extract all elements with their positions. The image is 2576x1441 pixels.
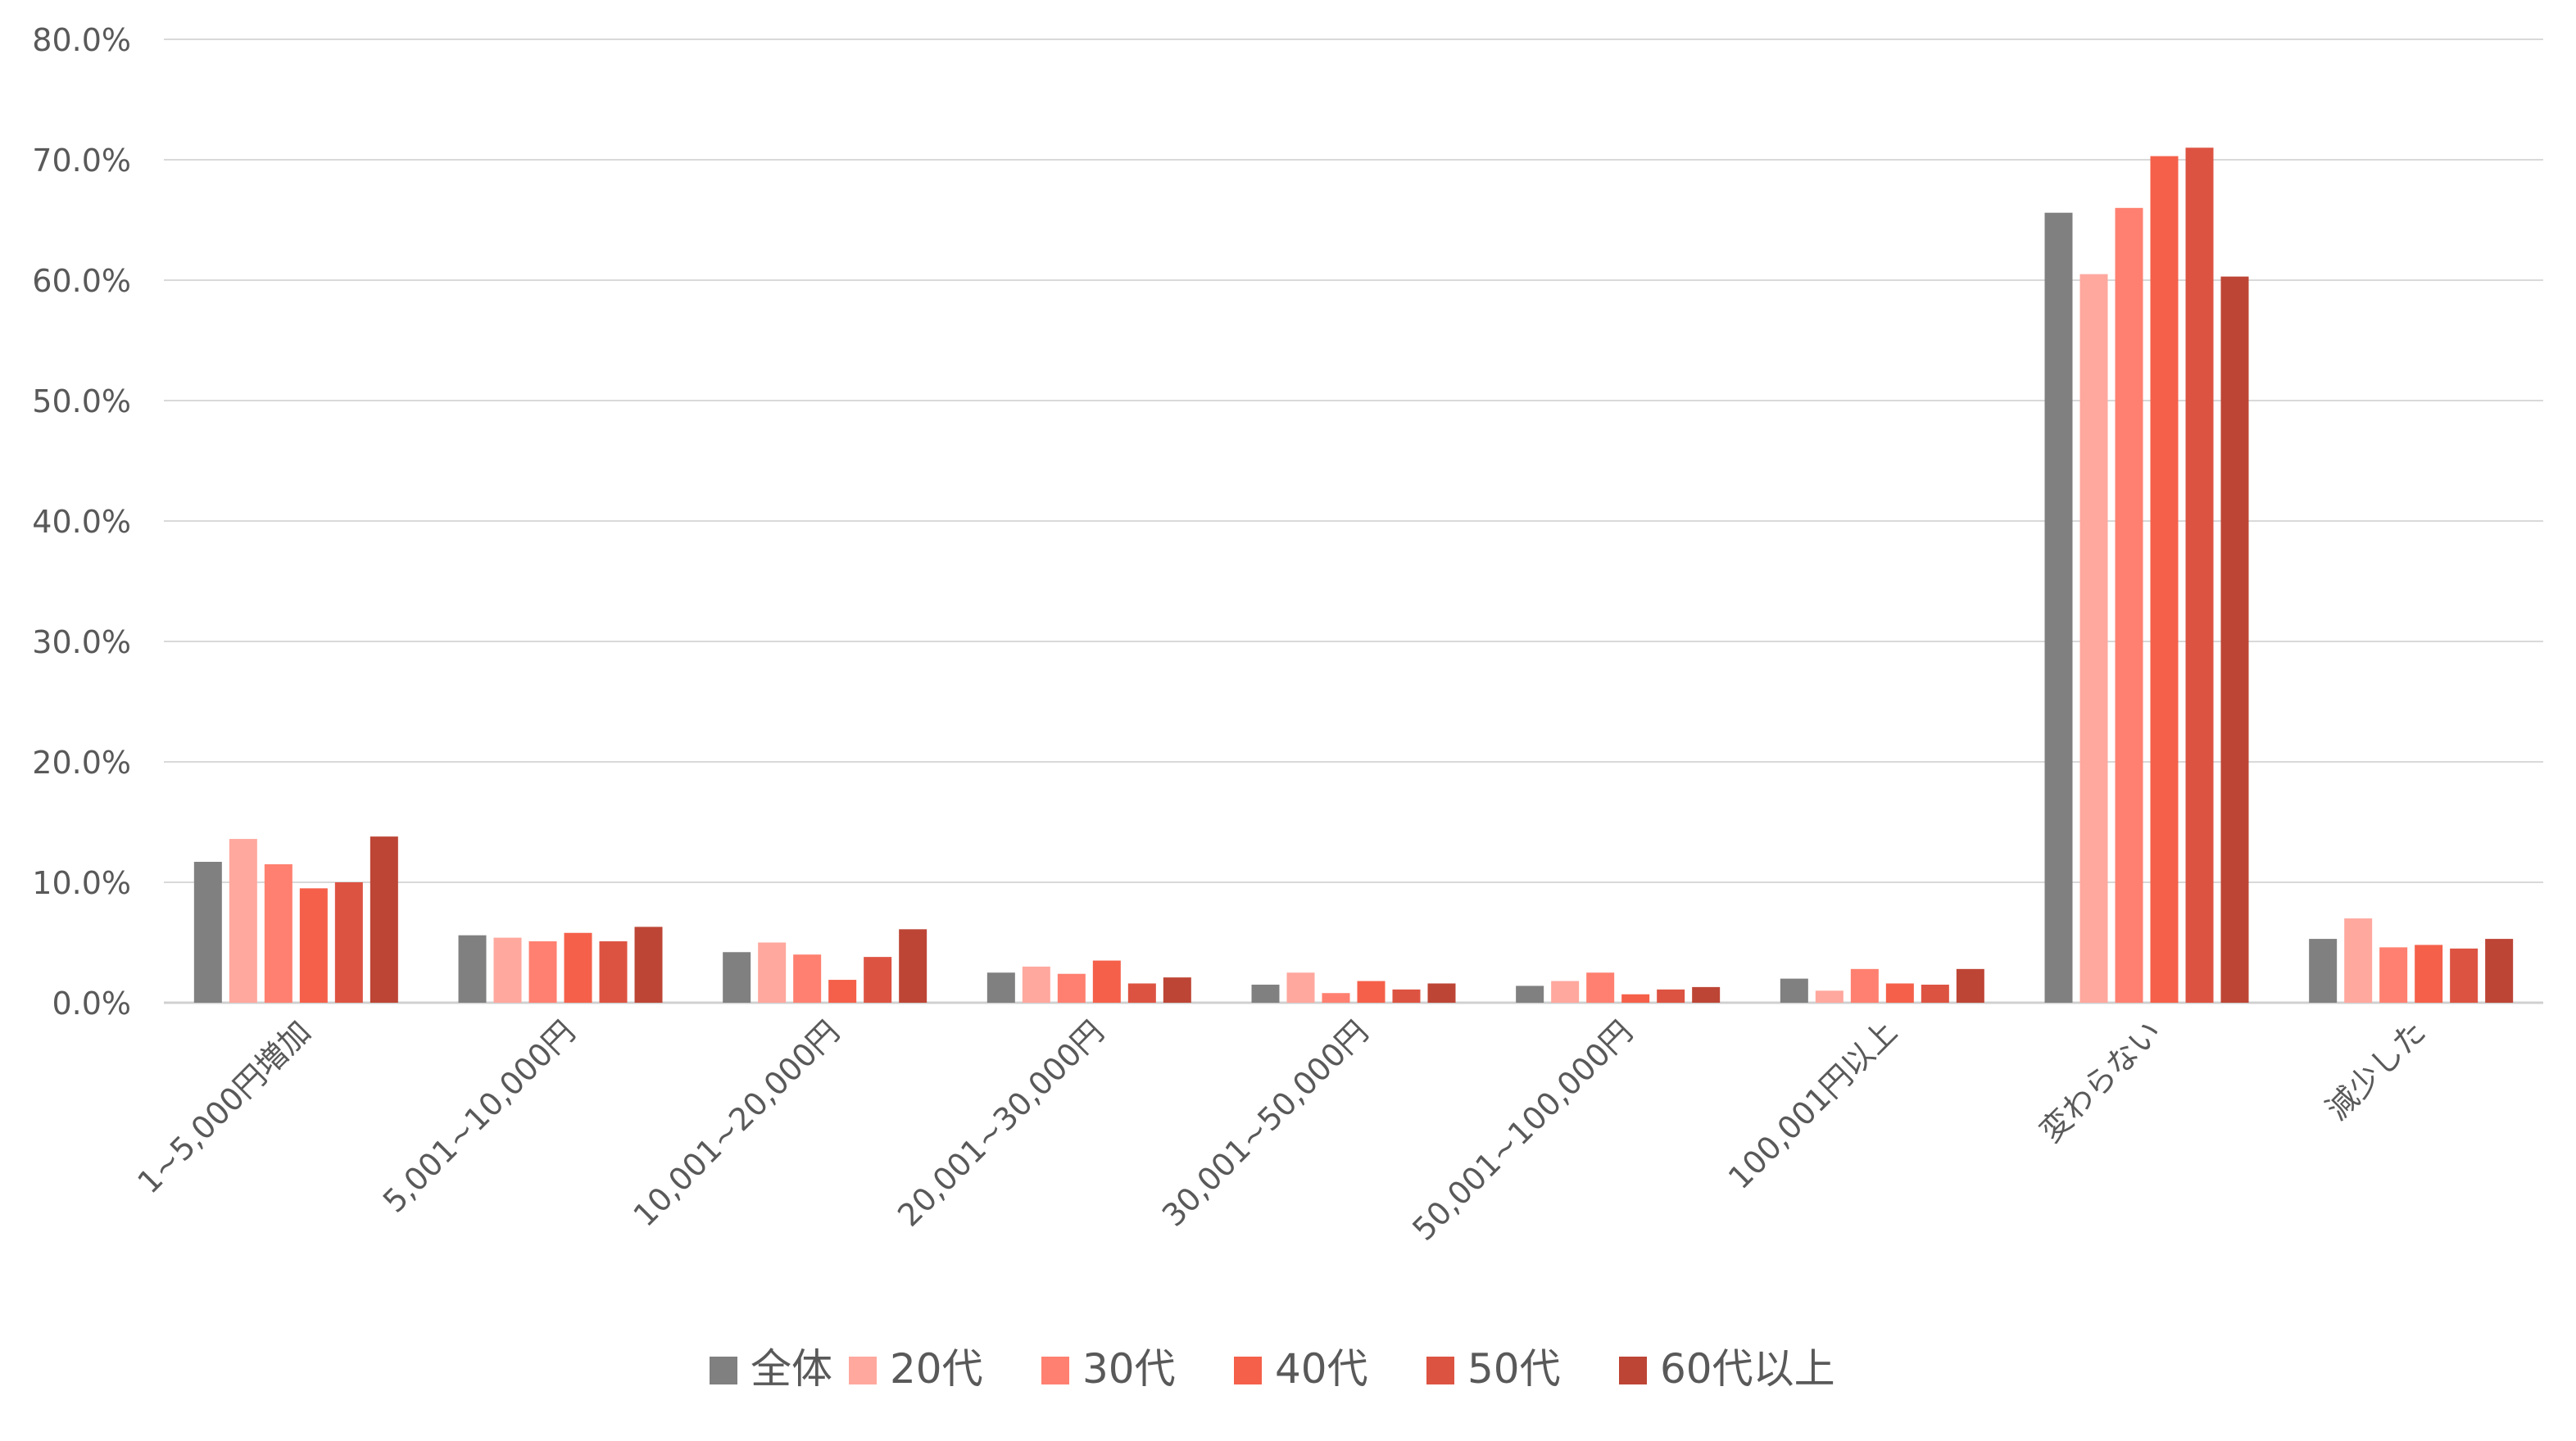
- bar: [723, 952, 751, 1003]
- x-axis-labels: 1~5,000円増加 5,001~10,000円 10,001~20,000円 20,…: [130, 1013, 2433, 1248]
- bar: [370, 836, 398, 1003]
- bar: [1956, 968, 1984, 1003]
- legend-label: 全体: [751, 1345, 832, 1393]
- y-tick-label: 60.0%: [32, 263, 131, 299]
- y-tick-label: 0.0%: [52, 986, 131, 1022]
- bar: [1127, 983, 1156, 1003]
- bar: [758, 942, 787, 1003]
- legend-swatch: [1234, 1357, 1262, 1384]
- x-tick-label: 減少した: [2319, 1013, 2433, 1127]
- x-tick-label: 50,001~100,000円: [1405, 1013, 1639, 1248]
- bar: [1322, 993, 1350, 1003]
- bar: [528, 941, 557, 1003]
- x-tick-label: 20,001~30,000円: [891, 1013, 1111, 1234]
- bar: [1427, 983, 1456, 1003]
- y-tick-label: 40.0%: [32, 504, 131, 540]
- bar: [1057, 973, 1086, 1003]
- bar: [1692, 986, 1721, 1003]
- y-tick-label: 50.0%: [32, 383, 131, 419]
- x-tick-label: 5,001~10,000円: [376, 1013, 582, 1219]
- bar: [864, 957, 892, 1003]
- bar: [2450, 948, 2478, 1003]
- bar: [2344, 918, 2373, 1003]
- bar: [2150, 156, 2179, 1004]
- bar: [299, 888, 328, 1003]
- legend-label: 20代: [890, 1345, 983, 1393]
- bar: [1586, 972, 1615, 1003]
- bar: [1092, 960, 1121, 1003]
- bar: [1022, 966, 1050, 1003]
- y-tick-label: 20.0%: [32, 745, 131, 781]
- bar: [2185, 147, 2214, 1003]
- bar: [1850, 968, 1879, 1003]
- legend-swatch: [710, 1357, 737, 1384]
- x-tick-label: 1~5,000円増加: [130, 1013, 317, 1200]
- bar: [2115, 207, 2143, 1004]
- bar: [793, 954, 822, 1003]
- x-tick-label: 100,001円以上: [1721, 1013, 1904, 1196]
- gridlines: [164, 39, 2543, 1004]
- legend: 全体 20代 30代 40代 50代 60代以上: [710, 1345, 1835, 1393]
- bar: [1780, 978, 1808, 1003]
- legend-label: 50代: [1467, 1345, 1561, 1393]
- bar: [264, 863, 293, 1003]
- bar: [2415, 945, 2443, 1003]
- bar: [986, 972, 1015, 1003]
- bar: [1357, 981, 1386, 1003]
- bar: [1286, 972, 1315, 1003]
- bar: [229, 839, 257, 1003]
- bar: [1621, 994, 1650, 1003]
- legend-label: 60代以上: [1660, 1345, 1835, 1393]
- bar: [1885, 983, 1914, 1003]
- bar: [1251, 984, 1280, 1003]
- bars: [193, 147, 2514, 1004]
- bar: [1551, 981, 1580, 1003]
- bar: [1657, 989, 1685, 1003]
- legend-swatch: [849, 1357, 877, 1384]
- x-tick-label: 変わらない: [2033, 1013, 2168, 1149]
- bar: [564, 932, 592, 1003]
- legend-swatch: [1041, 1357, 1069, 1384]
- bar: [2220, 276, 2249, 1004]
- bar: [2485, 939, 2514, 1003]
- bar: [493, 937, 522, 1003]
- bar: [899, 929, 927, 1003]
- bar: [1516, 986, 1544, 1003]
- bar: [599, 941, 628, 1003]
- bar: [193, 862, 222, 1003]
- bar: [1392, 989, 1421, 1003]
- bar: [1921, 984, 1949, 1003]
- bar: [2079, 274, 2108, 1003]
- y-tick-label: 30.0%: [32, 624, 131, 660]
- bar: [828, 980, 857, 1003]
- bar: [334, 882, 363, 1003]
- bar: [2309, 939, 2338, 1003]
- x-tick-label: 30,001~50,000円: [1155, 1013, 1376, 1234]
- legend-label: 40代: [1275, 1345, 1368, 1393]
- bar: [634, 927, 663, 1003]
- bar: [1815, 990, 1844, 1003]
- x-tick-label: 10,001~20,000円: [626, 1013, 846, 1234]
- bar: [1163, 977, 1191, 1003]
- y-tick-label: 70.0%: [32, 143, 131, 179]
- legend-swatch: [1426, 1357, 1454, 1384]
- legend-label: 30代: [1082, 1345, 1176, 1393]
- y-tick-label: 80.0%: [32, 22, 131, 58]
- bar: [458, 935, 487, 1003]
- bar: [2379, 947, 2408, 1003]
- y-tick-label: 10.0%: [32, 865, 131, 901]
- bar: [2044, 212, 2073, 1003]
- y-axis-ticks: 0.0% 10.0% 20.0% 30.0% 40.0% 50.0% 60.0% 70.0% 8…: [32, 22, 131, 1022]
- legend-swatch: [1619, 1357, 1647, 1384]
